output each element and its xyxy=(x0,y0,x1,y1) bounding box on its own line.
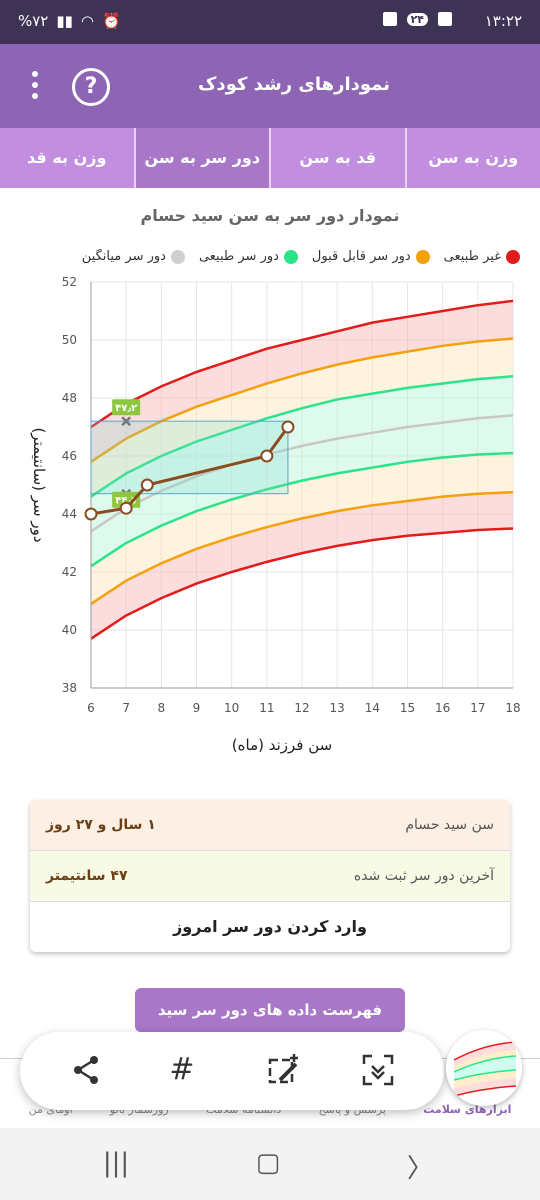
child-data-point xyxy=(84,507,98,521)
hashtag-icon[interactable]: # xyxy=(169,1052,195,1087)
bottom-nav-item[interactable]: ابزارهای سلامت xyxy=(423,1103,512,1116)
child-data-point xyxy=(140,478,154,492)
data-list-button[interactable]: فهرست داده های دور سر سید حسام xyxy=(135,988,405,1063)
marker-badge xyxy=(112,491,141,508)
tab-1[interactable]: قد به سن xyxy=(269,128,405,188)
share-icon[interactable] xyxy=(68,1052,104,1088)
child-data-point xyxy=(260,449,274,463)
status-left-icons: %۷۲ ▮▮ ◠ ⏰ xyxy=(18,12,121,30)
legend-item[interactable]: دور سر قابل قبول xyxy=(312,249,430,264)
legend-dot-icon xyxy=(170,249,185,264)
child-data-point xyxy=(119,501,133,515)
tab-0[interactable]: وزن به سن xyxy=(404,128,540,188)
info-card: سن سید حسام ۱ سال و ۲۷ روز آخرین دور سر … xyxy=(30,800,510,952)
band-lower-red xyxy=(91,492,513,639)
reference-line-lower_orange xyxy=(90,491,514,605)
legend-label: دور سر طبیعی xyxy=(198,249,279,264)
x-tick-label: 16 xyxy=(435,701,450,715)
wifi-icon: ◠ xyxy=(80,12,94,30)
x-tick-label: 13 xyxy=(330,701,345,715)
legend-dot-icon xyxy=(506,249,520,264)
alarm-icon: ⏰ xyxy=(101,12,121,30)
help-button[interactable]: ? xyxy=(72,68,110,106)
x-tick-label: 10 xyxy=(224,701,239,715)
age-row: سن سید حسام ۱ سال و ۲۷ روز xyxy=(30,800,510,851)
y-tick-label: 38 xyxy=(62,681,77,695)
status-time: ۱۳:۲۲ xyxy=(484,12,522,30)
status-right-icons: ۲۴ xyxy=(382,12,452,26)
screenshot-share-bar: # xyxy=(20,1032,444,1110)
chart-legend: غیر طبیعی دور سر قابل قبول دور سر طبیعی دور… xyxy=(0,249,540,273)
image-icon xyxy=(382,12,397,26)
x-tick-label: 11 xyxy=(259,701,274,715)
y-axis-label: دور سر (سانتیمتر) xyxy=(30,427,48,542)
system-nav-bar: ||| ▢ 〉 xyxy=(0,1128,540,1200)
legend-dot-icon xyxy=(283,249,298,264)
marker-x-icon xyxy=(121,416,132,427)
legend-item[interactable]: دور سر طبیعی xyxy=(199,249,298,264)
marker-badge xyxy=(112,399,141,416)
recent-apps-icon[interactable]: ||| xyxy=(102,1148,130,1178)
x-tick-label: 12 xyxy=(294,701,309,715)
tab-2[interactable]: دور سر به سن xyxy=(133,128,269,188)
reference-line-median xyxy=(90,414,514,533)
age-value: ۱ سال و ۲۷ روز xyxy=(46,817,156,833)
x-tick-label: 8 xyxy=(158,701,166,715)
notification-badge: ۲۴ xyxy=(406,12,428,26)
signal-icon: ▮▮ xyxy=(56,12,73,30)
head-circumference-chart: 6 7 8 9 10 11 12 13 14 15 16 17 18 38 40 42 44 46 48 50 52 سن… xyxy=(30,275,521,754)
band-upper-orange xyxy=(91,338,513,497)
child-data-point xyxy=(281,420,295,434)
x-axis-label: سن فرزند (ماه) xyxy=(232,736,332,754)
reference-line-upper_red xyxy=(90,299,514,429)
last-measure-label: آخرین دور سر ثبت شده xyxy=(353,868,494,884)
age-label: سن سید حسام xyxy=(405,817,494,833)
last-measure-value: ۴۷ سانتیمتر xyxy=(46,868,128,884)
tab-3[interactable]: وزن به قد xyxy=(27,148,107,167)
y-tick-label: 50 xyxy=(62,333,77,347)
enter-today-button[interactable]: وارد کردن دور سر امروز xyxy=(173,917,367,936)
y-tick-label: 52 xyxy=(62,275,77,289)
app-header: نمودارهای رشد کودک ? xyxy=(0,44,540,128)
y-tick-label: 44 xyxy=(62,507,77,521)
screenshot-preview-thumbnail[interactable] xyxy=(446,1030,522,1106)
last-measure-row: آخرین دور سر ثبت شده ۴۷ سانتیمتر xyxy=(30,851,510,902)
page-title: نمودارهای رشد کودک xyxy=(197,74,390,95)
reference-line-lower_red xyxy=(90,527,514,640)
band-lower-orange xyxy=(91,453,513,604)
chart-title: نمودار دور سر به سن سید حسام xyxy=(140,206,400,225)
edit-image-icon[interactable] xyxy=(266,1052,302,1088)
overflow-menu-icon[interactable] xyxy=(28,68,42,106)
marker-label: ۴۴٫۷ xyxy=(115,496,137,507)
legend-dot-icon xyxy=(415,249,430,264)
x-tick-label: 17 xyxy=(470,701,485,715)
back-icon[interactable]: 〉 xyxy=(406,1154,433,1184)
scan-icon[interactable] xyxy=(360,1052,396,1088)
x-tick-label: 15 xyxy=(400,701,415,715)
legend-item[interactable]: دور سر میانگین xyxy=(82,249,185,264)
x-tick-label: 6 xyxy=(87,701,95,715)
check-icon xyxy=(438,12,452,26)
band-green xyxy=(91,376,513,567)
reference-line-upper_green xyxy=(90,375,514,498)
legend-item[interactable]: غیر طبیعی xyxy=(444,249,520,264)
x-tick-label: 9 xyxy=(193,701,201,715)
x-tick-label: 7 xyxy=(122,701,130,715)
marker-label: ۴۷٫۲ xyxy=(115,403,137,414)
x-tick-label: 14 xyxy=(365,701,380,715)
battery-percent: %۷۲ xyxy=(18,12,49,30)
y-tick-label: 40 xyxy=(62,623,77,637)
status-bar: ۱۳:۲۲ ۲۴ %۷۲ ▮▮ ◠ ⏰ xyxy=(0,0,540,44)
home-icon[interactable]: ▢ xyxy=(255,1148,281,1178)
y-tick-label: 46 xyxy=(62,449,77,463)
chart-tabs: وزن به سن قد به سن دور سر به سن وزن به قد xyxy=(0,128,540,188)
legend-label: دور سر میانگین xyxy=(81,249,166,264)
legend-label: دور سر قابل قبول xyxy=(311,249,411,264)
y-tick-label: 48 xyxy=(62,391,77,405)
y-tick-label: 42 xyxy=(62,565,77,579)
reference-line-lower_green xyxy=(90,451,514,568)
band-upper-red xyxy=(91,300,513,462)
legend-label: غیر طبیعی xyxy=(443,249,501,264)
x-tick-label: 18 xyxy=(505,701,520,715)
